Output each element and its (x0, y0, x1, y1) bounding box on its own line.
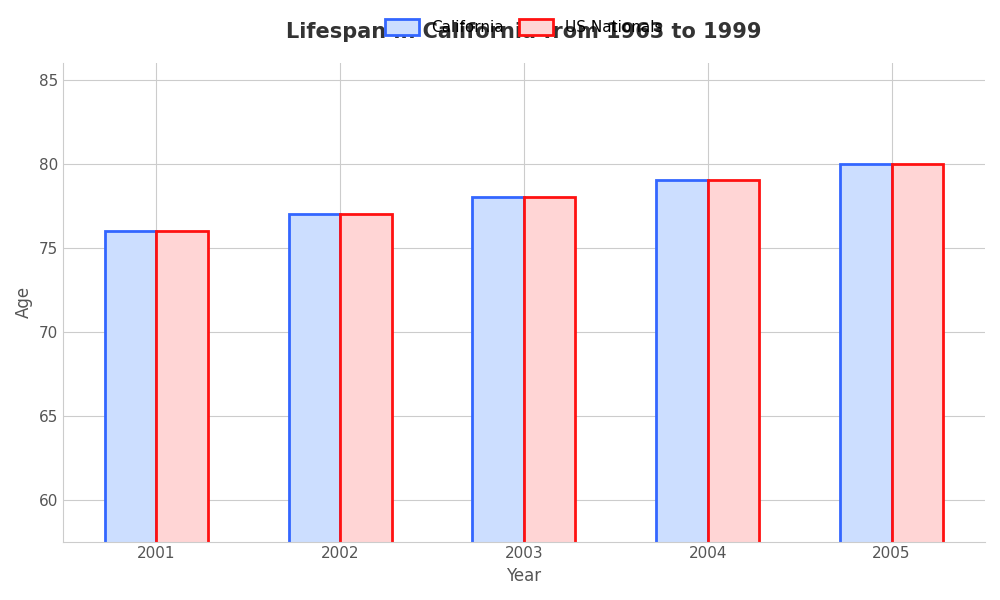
Bar (524, 197, 575, 600)
Title: Lifespan in California from 1963 to 1999: Lifespan in California from 1963 to 1999 (286, 22, 762, 42)
Bar (840, 164, 892, 600)
Bar (708, 181, 759, 600)
Bar (656, 181, 708, 600)
Bar (105, 231, 156, 600)
Bar (156, 231, 208, 600)
Bar (289, 214, 340, 600)
Legend: California, US Nationals: California, US Nationals (379, 13, 669, 41)
Y-axis label: Age: Age (15, 286, 33, 318)
Bar (472, 197, 524, 600)
Bar (340, 214, 392, 600)
X-axis label: Year: Year (506, 567, 541, 585)
Bar (892, 164, 943, 600)
